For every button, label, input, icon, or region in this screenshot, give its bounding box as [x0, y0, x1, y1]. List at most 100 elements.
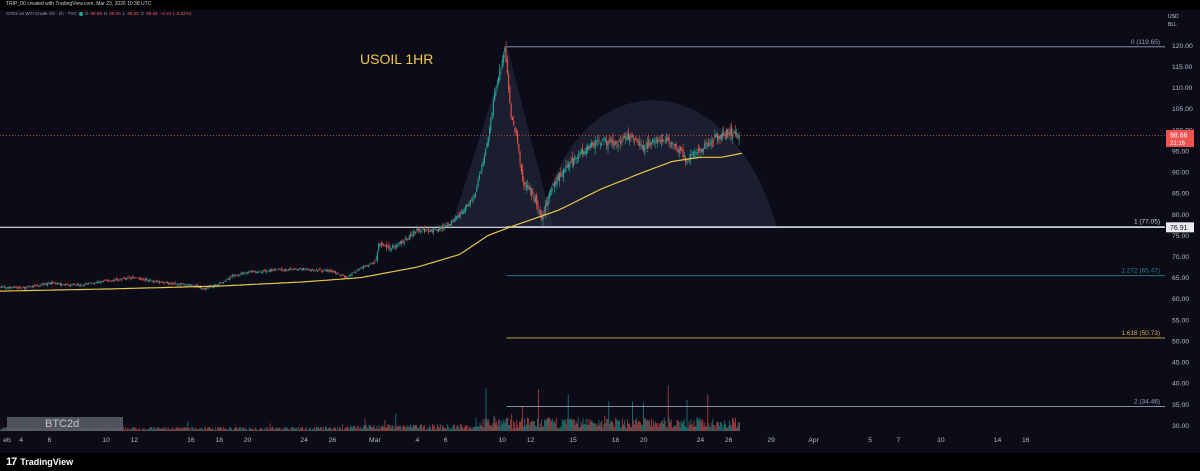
candle-body	[345, 276, 347, 278]
candle-body	[53, 282, 55, 284]
y-tick-label: 30.00	[1172, 423, 1189, 430]
volume-bar	[254, 427, 256, 431]
x-tick-label: 12	[131, 437, 139, 444]
candle-body	[594, 140, 596, 149]
volume-bar	[619, 420, 621, 431]
volume-bar	[465, 425, 467, 431]
volume-bar	[221, 427, 222, 431]
volume-bar	[553, 420, 555, 431]
volume-bar	[573, 419, 575, 431]
candle-body	[45, 284, 47, 285]
candle-body	[503, 54, 505, 63]
watermark-box: BTC2d	[7, 417, 123, 431]
volume-bar	[214, 429, 215, 431]
volume-bar	[449, 428, 451, 431]
volume-bar	[251, 428, 253, 431]
candle-body	[494, 93, 496, 101]
volume-bar	[637, 423, 638, 431]
volume-bar	[168, 429, 170, 431]
candle-body	[636, 138, 638, 143]
x-tick-label: 24	[697, 437, 705, 444]
candle-body	[95, 282, 97, 284]
volume-bar	[216, 429, 217, 431]
volume-bar	[582, 418, 584, 431]
candle-body	[480, 172, 482, 174]
candle-body	[289, 268, 291, 270]
currency-unit[interactable]: USD BLL	[1168, 13, 1179, 29]
candle-body	[239, 274, 241, 276]
volume-bar	[160, 428, 162, 431]
candle-body	[499, 69, 501, 80]
volume-bar	[651, 419, 652, 431]
candle-body	[659, 139, 661, 143]
candle-body	[515, 130, 517, 133]
candle-body	[323, 269, 325, 271]
candle-body	[94, 283, 96, 285]
y-tick-label: 80.00	[1172, 212, 1189, 219]
candle-body	[148, 280, 150, 282]
volume-bar	[285, 427, 287, 431]
volume-bar	[590, 421, 592, 431]
candle-body	[533, 196, 535, 201]
candle-body	[168, 282, 170, 284]
volume-bar	[466, 425, 468, 431]
candle-body	[664, 142, 666, 143]
candle-body	[73, 283, 75, 285]
candle-body	[618, 141, 620, 142]
candle-body	[379, 243, 381, 246]
candle-body	[291, 269, 293, 270]
volume-bar	[283, 428, 285, 431]
candle-body	[508, 74, 510, 90]
candle-body	[520, 164, 522, 171]
volume-bar	[232, 429, 233, 431]
candle-body	[434, 228, 436, 230]
candle-body	[308, 269, 310, 271]
volume-bar	[267, 429, 269, 431]
volume-bar	[689, 425, 691, 431]
candle-body	[76, 284, 78, 286]
volume-bar	[365, 425, 367, 431]
volume-bar	[698, 420, 700, 431]
candles	[0, 41, 740, 291]
tradingview-logo[interactable]: 17 TradingView	[6, 456, 73, 468]
volume-bar	[505, 419, 507, 431]
volume-bar	[124, 430, 125, 431]
candle-body	[49, 282, 51, 284]
candle-body	[430, 229, 432, 232]
volume-bar	[378, 425, 380, 431]
symbol-name[interactable]: CFDs on WTI Crude Oil · 1h · TVC	[6, 11, 77, 16]
candle-body	[104, 280, 106, 282]
x-tick-label: 20	[640, 437, 648, 444]
candle-body	[564, 170, 566, 172]
volume-bar	[447, 426, 449, 431]
candle-body	[566, 165, 568, 167]
candle-body	[621, 139, 623, 144]
candle-body	[255, 272, 257, 273]
candle-body	[418, 229, 420, 231]
candle-body	[305, 268, 307, 270]
volume-bar	[359, 426, 361, 431]
volume-bar	[198, 429, 200, 431]
candle-body	[406, 238, 408, 240]
volume-bar	[644, 418, 645, 431]
volume-bar	[583, 423, 585, 431]
candle-body	[303, 268, 305, 270]
volume-bar	[395, 413, 397, 431]
candle-body	[13, 286, 15, 288]
candle-body	[422, 228, 424, 229]
candle-body	[236, 275, 238, 276]
volume-bar	[340, 429, 342, 431]
candle-body	[224, 281, 226, 282]
candle-body	[716, 134, 718, 141]
volume-bar	[209, 426, 210, 431]
candle-body	[639, 140, 641, 146]
candle-body	[198, 286, 200, 289]
candle-body	[47, 283, 49, 286]
candle-body	[425, 230, 427, 232]
volume-bar	[492, 423, 494, 431]
candle-body	[273, 269, 275, 271]
volume-bar	[282, 429, 284, 431]
volume-bar	[510, 419, 512, 431]
volume-bar	[496, 421, 498, 431]
price-chart[interactable]: 0 (119.65) 1 (77.05) 1.272 (65.47) 1.618 (5…	[0, 10, 1200, 453]
